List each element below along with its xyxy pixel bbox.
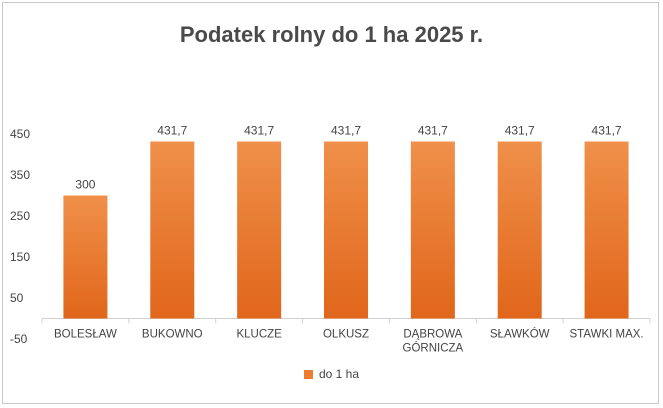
data-label: 431,7	[418, 124, 448, 138]
category-label: KLUCZE	[236, 329, 282, 341]
legend: do 1 ha	[0, 367, 663, 381]
data-label: 431,7	[505, 124, 535, 138]
chart-title: Podatek rolny do 1 ha 2025 r.	[179, 22, 484, 47]
data-label: 431,7	[592, 124, 622, 138]
category-label: SŁAWKÓW	[490, 328, 550, 341]
y-tick-label: 450	[10, 127, 30, 141]
category-label: BUKOWNO	[142, 329, 203, 341]
category-label: OLKUSZ	[323, 329, 369, 341]
legend-label: do 1 ha	[318, 367, 360, 381]
category-label: BOLESŁAW	[54, 329, 117, 341]
y-tick-label: 250	[10, 209, 30, 223]
category-label: DĄBROWA GÓRNICZA	[403, 329, 464, 355]
y-tick-label: 50	[10, 291, 24, 305]
data-label: 431,7	[157, 124, 187, 138]
bar	[324, 141, 368, 319]
bar	[497, 141, 542, 319]
y-tick-label: 350	[10, 168, 30, 182]
bar	[63, 195, 108, 319]
bar	[150, 141, 195, 319]
data-label: 431,7	[244, 124, 274, 138]
data-label: 300	[75, 178, 95, 192]
data-label: 431,7	[331, 124, 361, 138]
y-tick-label: 150	[10, 250, 30, 264]
category-label: STAWKI MAX.	[570, 329, 644, 341]
bar	[410, 141, 455, 319]
legend-swatch	[303, 369, 313, 379]
bar	[237, 141, 282, 319]
y-tick-label: -50	[10, 332, 28, 346]
bar	[584, 141, 629, 319]
